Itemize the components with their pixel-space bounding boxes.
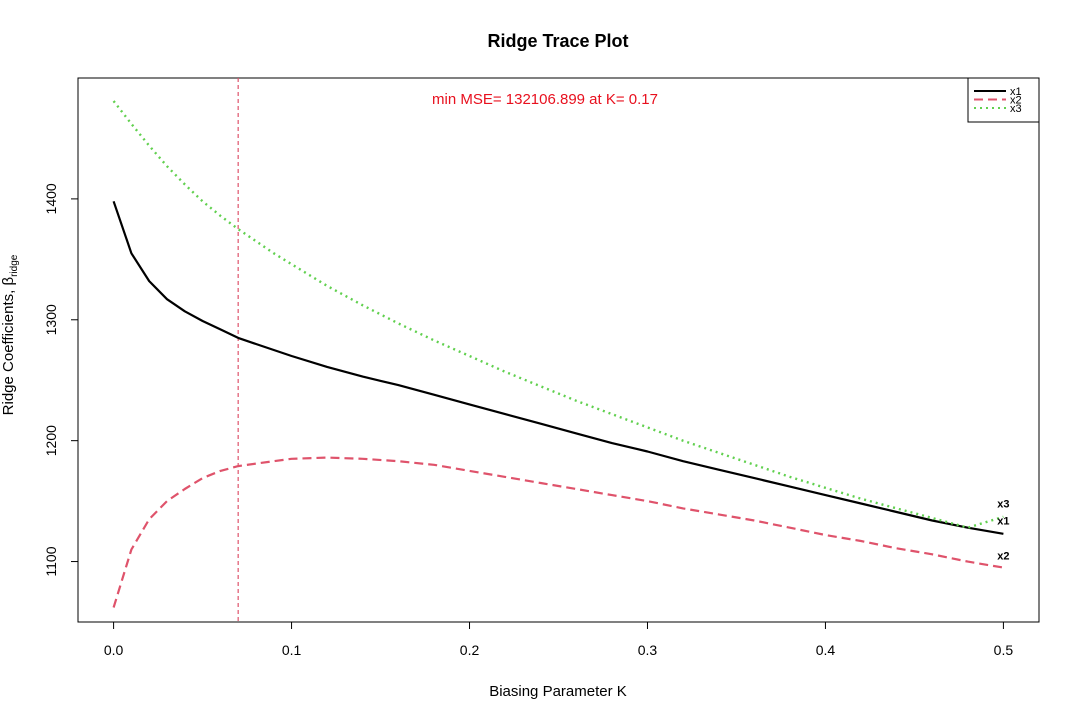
x-tick-label: 0.4 (816, 642, 836, 658)
y-axis-title-beta: β (0, 277, 17, 286)
series-line-x1 (112, 200, 1004, 535)
x-tick-label: 0.3 (638, 642, 658, 658)
x-tick-label: 0.5 (994, 642, 1014, 658)
legend-label-x3: x3 (1010, 103, 1022, 115)
y-axis-title-subscript: ridge (9, 254, 20, 277)
series-line-x3 (112, 100, 1004, 529)
min-mse-annotation: min MSE= 132106.899 at K= 0.17 (432, 91, 658, 108)
x-axis: 0.0 0.1 0.2 0.3 0.4 0.5 (104, 621, 1014, 658)
x-axis-title: Biasing Parameter K (489, 683, 627, 700)
y-tick-label: 1100 (43, 546, 59, 576)
legend-label-x1: x1 (1010, 86, 1022, 98)
legend-label-x2: x2 (1010, 95, 1022, 107)
y-tick-label: 1400 (43, 183, 59, 214)
chart-title: Ridge Trace Plot (487, 31, 628, 51)
end-label-x3: x3 (997, 499, 1009, 511)
y-tick-label: 1200 (43, 425, 59, 456)
y-tick-label: 1300 (43, 304, 59, 335)
y-axis-title-main: Ridge Coefficients, (0, 286, 17, 416)
series-group (112, 100, 1004, 608)
x-tick-label: 0.0 (104, 642, 124, 658)
y-axis-title: Ridge Coefficients, βridge (0, 254, 20, 415)
end-label-x2: x2 (997, 551, 1009, 563)
x-tick-label: 0.1 (282, 642, 302, 658)
x-tick-label: 0.2 (460, 642, 480, 658)
y-axis: 1100 1200 1300 1400 (43, 183, 79, 577)
end-labels: x3 x1 x2 (997, 499, 1009, 563)
end-label-x1: x1 (997, 516, 1009, 528)
